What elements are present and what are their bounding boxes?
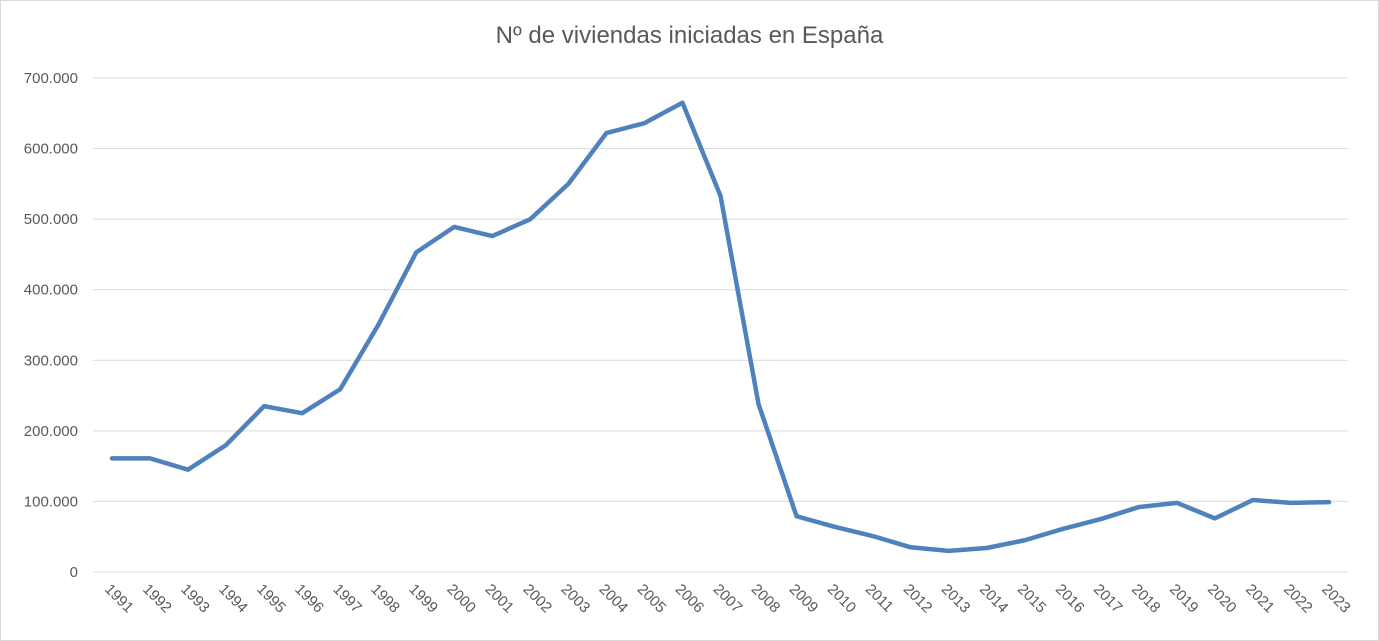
y-tick-label: 200.000 [24, 423, 78, 440]
x-tick-label: 2017 [1090, 581, 1126, 617]
x-tick-label: 2004 [596, 581, 632, 617]
x-tick-label: 2006 [672, 581, 708, 617]
x-tick-label: 2010 [824, 581, 860, 617]
x-tick-label: 2001 [481, 581, 517, 617]
y-tick-label: 500.000 [24, 211, 78, 228]
x-tick-label: 2012 [900, 581, 936, 617]
x-tick-label: 2021 [1242, 581, 1278, 617]
x-tick-label: 1999 [405, 581, 441, 617]
x-tick-label: 2022 [1280, 581, 1316, 617]
x-tick-label: 2009 [786, 581, 822, 617]
x-tick-label: 2000 [443, 581, 479, 617]
x-tick-label: 1995 [253, 581, 289, 617]
x-tick-label: 1997 [329, 581, 365, 617]
x-tick-label: 2005 [634, 581, 670, 617]
y-tick-label: 400.000 [24, 282, 78, 299]
y-tick-label: 100.000 [24, 493, 78, 510]
x-tick-label: 2020 [1204, 581, 1240, 617]
x-tick-label: 2014 [976, 581, 1012, 617]
x-tick-label: 1998 [367, 581, 403, 617]
x-tick-label: 2015 [1014, 581, 1050, 617]
x-tick-label: 2011 [862, 581, 897, 616]
series-line [109, 100, 1332, 554]
x-tick-label: 1992 [139, 581, 175, 617]
x-tick-label: 2002 [520, 581, 556, 617]
y-tick-label: 300.000 [24, 352, 78, 369]
chart-title: Nº de viviendas iniciadas en España [495, 22, 884, 49]
x-tick-label: 1994 [215, 581, 251, 617]
x-tick-label: 2007 [710, 581, 746, 617]
x-tick-label: 1993 [177, 581, 213, 617]
x-tick-label: 2008 [748, 581, 784, 617]
x-tick-label: 1996 [291, 581, 327, 617]
x-tick-label: 1991 [101, 581, 137, 617]
x-tick-label: 2023 [1318, 581, 1354, 617]
y-tick-label: 700.000 [24, 70, 78, 87]
x-tick-label: 2018 [1128, 581, 1164, 617]
y-tick-label: 600.000 [24, 141, 78, 158]
x-tick-label: 2019 [1166, 581, 1202, 617]
x-tick-label: 2003 [558, 581, 594, 617]
y-tick-label: 0 [70, 564, 78, 581]
x-tick-label: 2016 [1052, 581, 1088, 617]
x-tick-label: 2013 [938, 581, 974, 617]
